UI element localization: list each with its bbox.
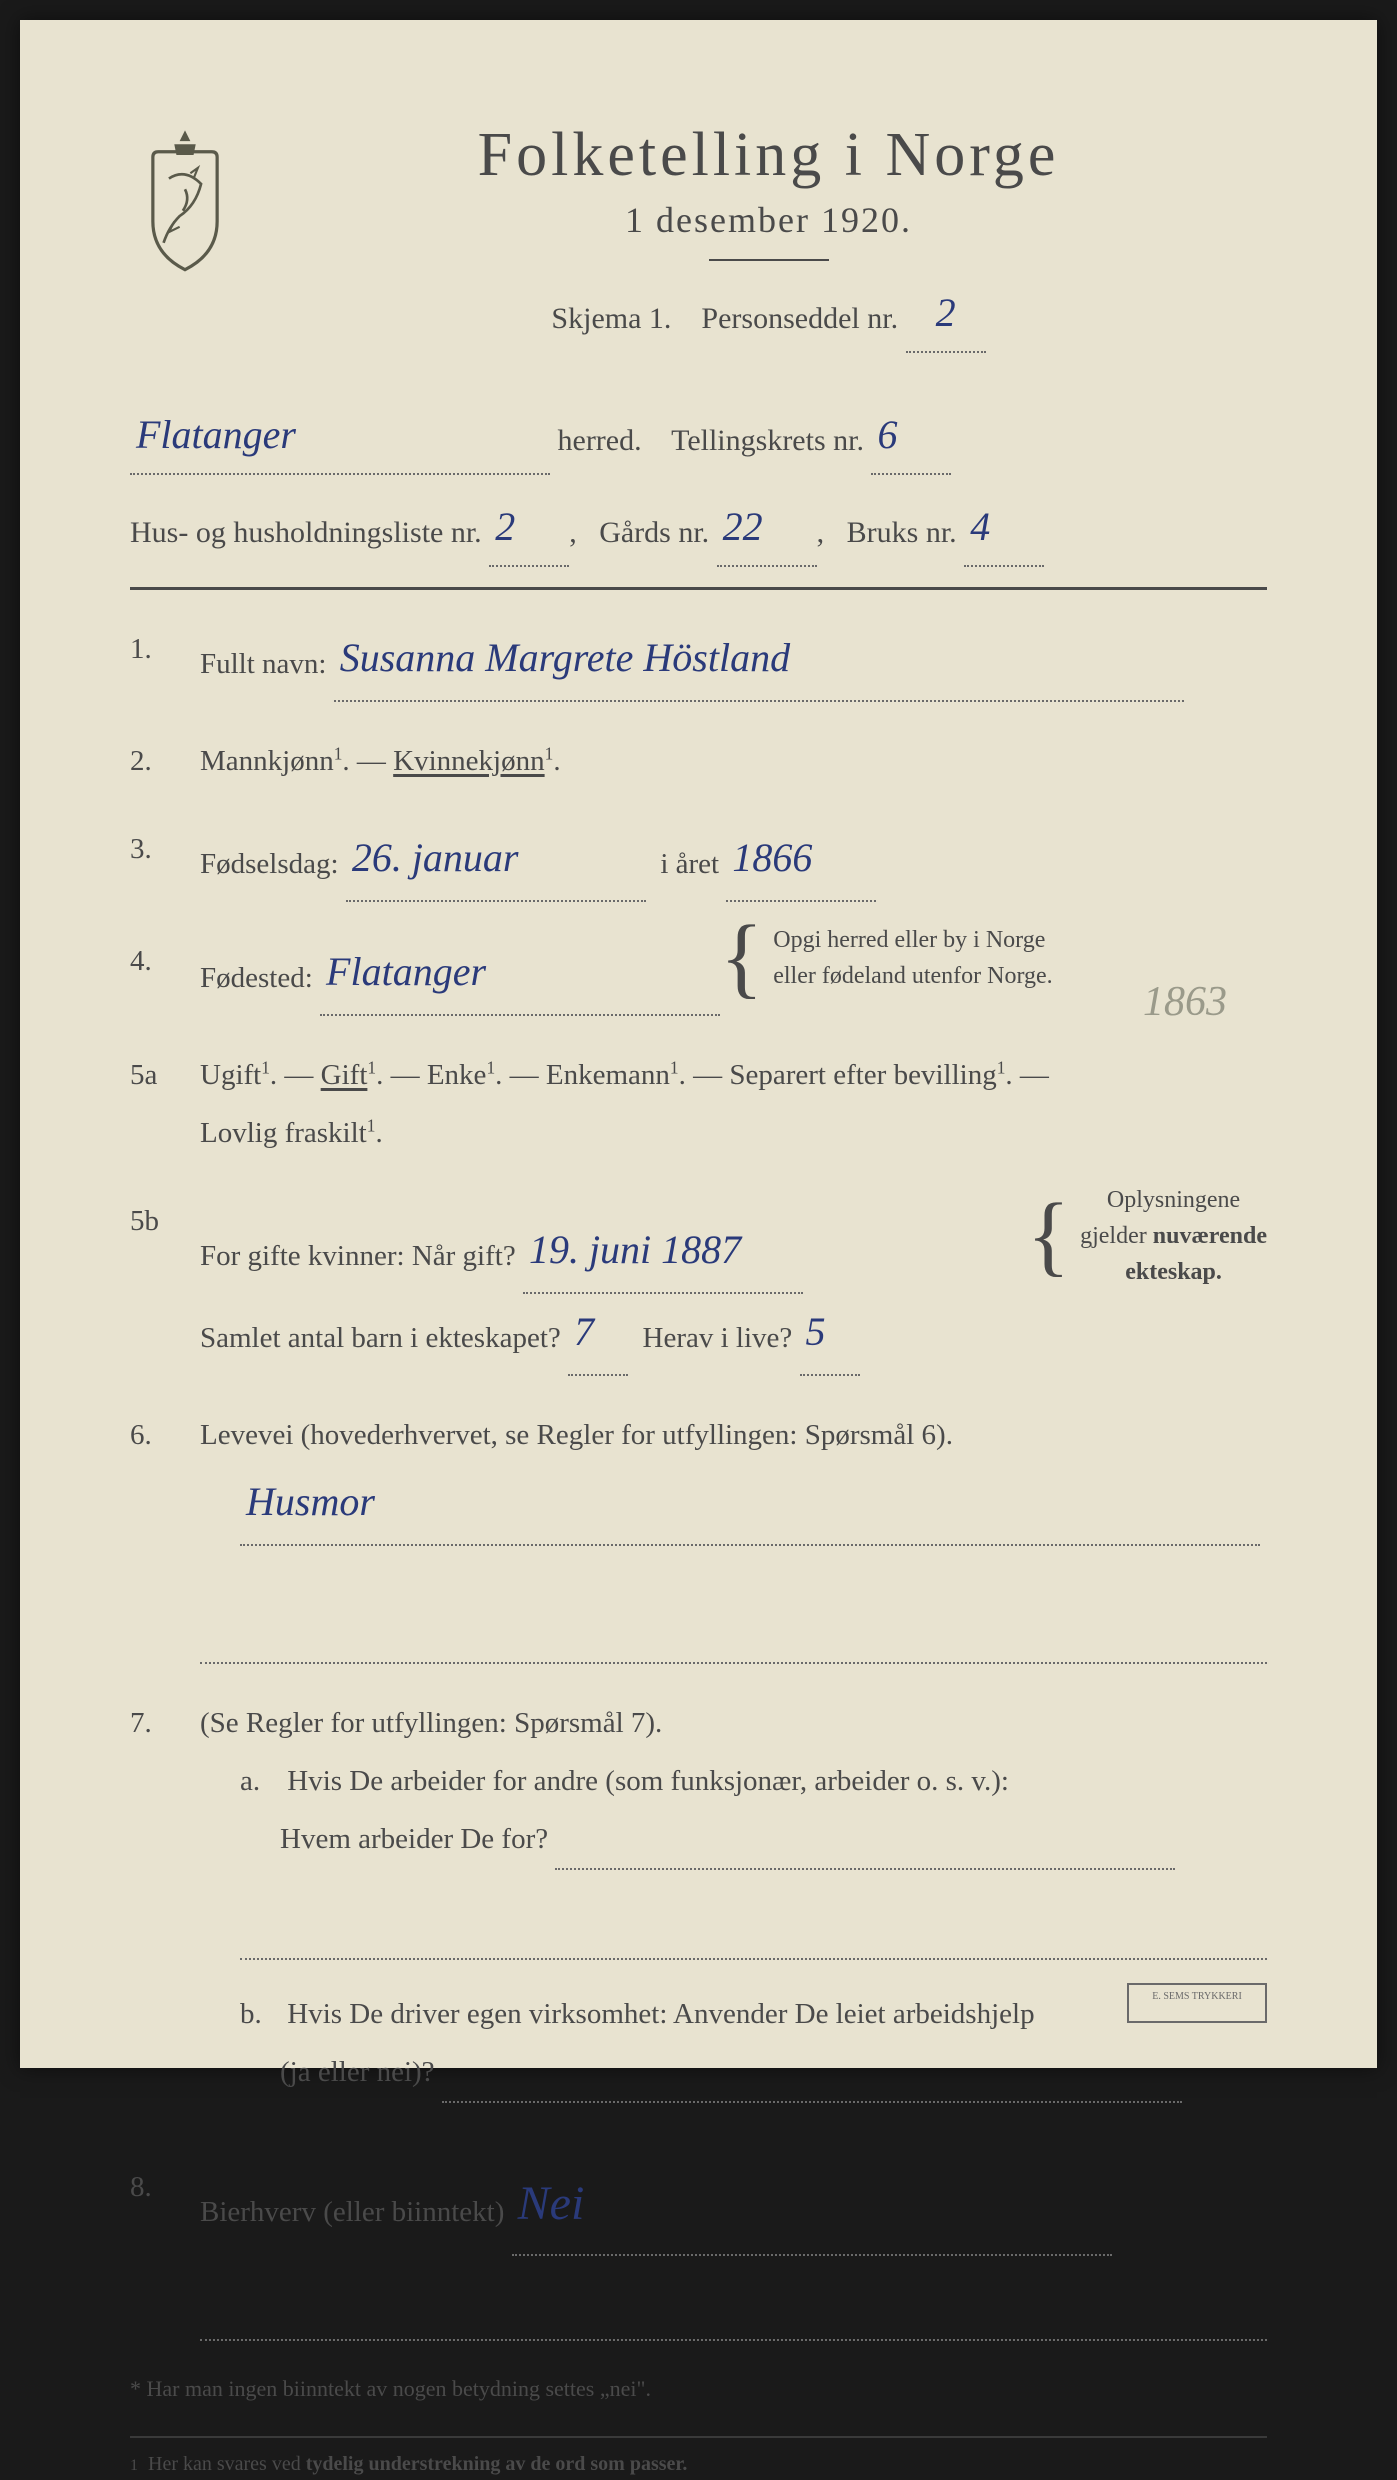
- skjema-line: Skjema 1. Personseddel nr. 2: [270, 279, 1267, 353]
- coat-of-arms-icon: [130, 125, 240, 275]
- q5b-gift-value: 19. juni 1887: [529, 1227, 741, 1272]
- hus-label: Hus- og husholdningsliste nr.: [130, 516, 482, 549]
- q7-label: (Se Regler for utfyllingen: Spørsmål 7).: [200, 1707, 662, 1739]
- bruks-nr: 4: [970, 504, 990, 549]
- main-title: Folketelling i Norge: [270, 120, 1267, 191]
- q2-mann: Mannkjønn: [200, 745, 334, 777]
- q5b-note: { Oplysningene gjelder nuværende ekteska…: [1027, 1182, 1267, 1290]
- q5b-note-2: gjelder nuværende: [1080, 1218, 1267, 1254]
- q5b-label1: For gifte kvinner: Når gift?: [200, 1240, 516, 1272]
- footnote-star: * Har man ingen biinntekt av nogen betyd…: [130, 2371, 1267, 2406]
- q3: 3. Fødselsdag: 26. januar i året 1866: [130, 820, 1267, 902]
- q4-note-1: Opgi herred eller by i Norge: [773, 922, 1052, 958]
- q5b-label3: Herav i live?: [643, 1322, 793, 1354]
- herred-value: Flatanger: [136, 412, 296, 457]
- q3-num: 3.: [130, 820, 200, 902]
- q4: 4. Fødested: Flatanger { Opgi herred ell…: [130, 932, 1267, 1016]
- personseddel-label: Personseddel nr.: [701, 302, 898, 335]
- q8-value: Nei: [518, 2177, 585, 2230]
- q6: 6. Levevei (hovederhvervet, se Regler fo…: [130, 1406, 1267, 1664]
- q2-num: 2.: [130, 732, 200, 790]
- q7b: b. Hvis De driver egen virksomhet: Anven…: [240, 1985, 1267, 2103]
- q6-num: 6.: [130, 1406, 200, 1664]
- q5a: 5a Ugift1. — Gift1. — Enke1. — Enkemann1…: [130, 1046, 1267, 1162]
- q4-note: { Opgi herred eller by i Norge eller fød…: [720, 922, 1053, 994]
- q5a-num: 5a: [130, 1046, 200, 1162]
- q3-year: 1866: [732, 835, 812, 880]
- subtitle-date: 1 desember 1920.: [270, 199, 1267, 241]
- q2: 2. Mannkjønn1. — Kvinnekjønn1.: [130, 732, 1267, 790]
- herred-label: herred.: [558, 424, 642, 457]
- q7: 7. (Se Regler for utfyllingen: Spørsmål …: [130, 1694, 1267, 2128]
- q4-label: Fødested:: [200, 949, 313, 1007]
- q1-num: 1.: [130, 620, 200, 702]
- q5a-enkemann: Enkemann: [546, 1059, 670, 1091]
- q1-label: Fullt navn:: [200, 648, 326, 680]
- footnote-one: 1 Her kan svares ved tydelig understrekn…: [130, 2436, 1267, 2480]
- q8: 8. Bierhverv (eller biinntekt) Nei: [130, 2158, 1267, 2341]
- q3-year-label: i året: [660, 848, 719, 880]
- q2-kvinne: Kvinnekjønn: [393, 745, 544, 777]
- gards-label: Gårds nr.: [599, 516, 709, 549]
- tellingskrets-nr: 6: [877, 412, 897, 457]
- pencil-year-note: 1863: [1143, 978, 1227, 1026]
- q7a: a. Hvis De arbeider for andre (som funks…: [240, 1752, 1267, 1960]
- bruks-label: Bruks nr.: [847, 516, 957, 549]
- q5a-ugift: Ugift: [200, 1059, 261, 1091]
- q5b-label2: Samlet antal barn i ekteskapet?: [200, 1322, 561, 1354]
- q7a-text1: Hvis De arbeider for andre (som funksjon…: [287, 1765, 1009, 1797]
- skjema-label: Skjema 1.: [551, 302, 671, 335]
- q5a-separert: Separert efter bevilling: [729, 1059, 996, 1091]
- printer-stamp: E. SEMS TRYKKERI: [1127, 1983, 1267, 2023]
- q5b-barn: 7: [574, 1309, 594, 1354]
- herred-line: Flatanger herred. Tellingskrets nr. 6: [130, 401, 1267, 475]
- q1-value: Susanna Margrete Höstland: [340, 635, 790, 680]
- q7-num: 7.: [130, 1694, 200, 2128]
- hus-nr: 2: [495, 504, 515, 549]
- title-block: Folketelling i Norge 1 desember 1920. Sk…: [270, 120, 1267, 371]
- q1: 1. Fullt navn: Susanna Margrete Höstland: [130, 620, 1267, 702]
- tellingskrets-label: Tellingskrets nr.: [671, 424, 864, 457]
- q5b-num: 5b: [130, 1192, 200, 1376]
- q5a-lovlig: Lovlig fraskilt: [200, 1117, 367, 1149]
- q6-value: Husmor: [246, 1479, 375, 1524]
- hus-line: Hus- og husholdningsliste nr. 2, Gårds n…: [130, 493, 1267, 567]
- q5b-live: 5: [806, 1309, 826, 1354]
- q4-num: 4.: [130, 932, 200, 1016]
- q4-note-2: eller fødeland utenfor Norge.: [773, 958, 1052, 994]
- census-form-page: Folketelling i Norge 1 desember 1920. Sk…: [20, 20, 1377, 2068]
- q3-day: 26. januar: [352, 835, 519, 880]
- q7b-letter: b.: [240, 1985, 280, 2043]
- q5a-gift: Gift: [321, 1059, 368, 1091]
- q3-label: Fødselsdag:: [200, 848, 339, 880]
- q4-value: Flatanger: [326, 949, 486, 994]
- q5b: 5b For gifte kvinner: Når gift? 19. juni…: [130, 1192, 1267, 1376]
- q6-label: Levevei (hovederhvervet, se Regler for u…: [200, 1419, 953, 1451]
- q7a-letter: a.: [240, 1752, 280, 1810]
- q7b-text2: (ja eller nei)?: [280, 2056, 435, 2088]
- personseddel-nr: 2: [936, 290, 956, 335]
- divider: [709, 259, 829, 261]
- divider-thick: [130, 587, 1267, 590]
- q7a-text2: Hvem arbeider De for?: [280, 1823, 548, 1855]
- q7b-text1: Hvis De driver egen virksomhet: Anvender…: [287, 1998, 1034, 2030]
- header: Folketelling i Norge 1 desember 1920. Sk…: [130, 120, 1267, 371]
- q5a-enke: Enke: [427, 1059, 487, 1091]
- q5b-note-1: Oplysningene: [1080, 1182, 1267, 1218]
- gards-nr: 22: [723, 504, 763, 549]
- q8-num: 8.: [130, 2158, 200, 2341]
- q8-label: Bierhverv (eller biinntekt): [200, 2196, 504, 2228]
- q5b-note-3: ekteskap.: [1080, 1254, 1267, 1290]
